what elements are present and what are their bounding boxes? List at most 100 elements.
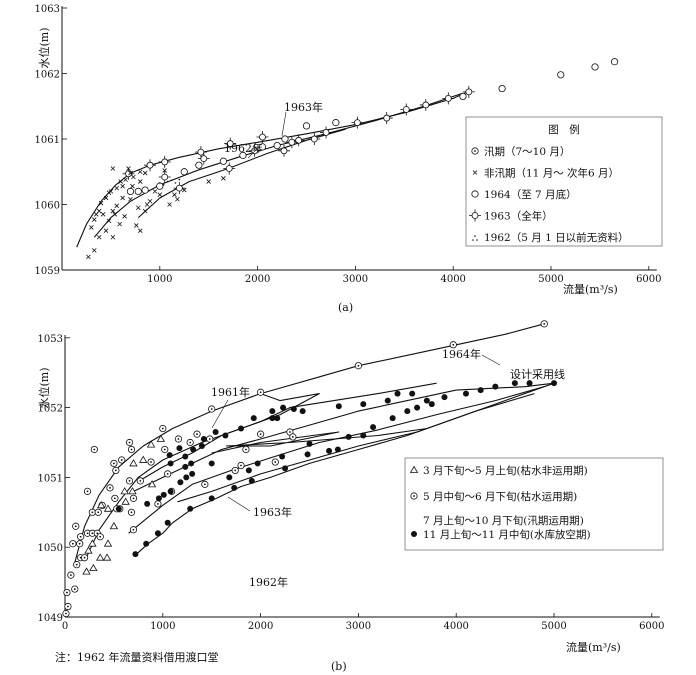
annotation-leader xyxy=(211,399,229,429)
diamond-center xyxy=(200,155,208,163)
triangle-marker xyxy=(96,553,105,561)
y-tick-label: 1050 xyxy=(38,543,63,554)
legend-entry-label: 1964（至 7 月底） xyxy=(484,188,577,201)
circle-dot-marker xyxy=(136,477,144,485)
diamond-center xyxy=(161,173,169,181)
filled-dot-marker xyxy=(166,452,173,459)
circle-dot-center xyxy=(259,391,262,394)
legend-box xyxy=(465,116,663,247)
triangle-marker xyxy=(129,459,138,467)
filled-dot-marker xyxy=(208,495,215,502)
rating-curve-middle xyxy=(93,92,464,238)
panel-b-axes: 0 1000 2000 3000 4000 5000 6000 1049 1050 1051 105… xyxy=(38,320,665,632)
filled-dot-marker xyxy=(299,408,306,415)
dot-marker xyxy=(159,182,161,184)
diamond-cross-marker xyxy=(158,170,171,183)
cross-marker xyxy=(137,179,143,184)
cross-marker xyxy=(86,254,91,260)
circle-dot-marker xyxy=(127,445,136,454)
annotation-leader xyxy=(481,354,501,366)
circle-dot-marker xyxy=(161,445,169,454)
panel-b-label: (b) xyxy=(331,660,347,673)
triangle-marker xyxy=(128,487,137,495)
x-tick-label: 2000 xyxy=(245,274,270,285)
cross-marker xyxy=(128,170,133,176)
circle-dot-marker xyxy=(125,438,134,447)
panel-a: 1000 2000 3000 4000 5000 6000 1059 1060 1061 1062… xyxy=(35,4,663,314)
triangle-marker xyxy=(121,497,130,505)
cross-marker xyxy=(152,189,158,194)
dot-marker xyxy=(472,239,474,241)
triangle-marker xyxy=(139,455,148,463)
y-tick-label: 1062 xyxy=(35,70,60,81)
cross-marker xyxy=(117,221,122,227)
filled-dot-marker xyxy=(409,390,416,397)
cross-marker xyxy=(123,177,128,182)
filled-dot-marker xyxy=(176,445,183,452)
x-tick-label: 2000 xyxy=(248,621,273,632)
rating-curve-upper xyxy=(76,91,469,248)
circle-marker xyxy=(332,119,340,127)
series-非汛期 xyxy=(86,166,226,260)
filled-dot-marker xyxy=(492,383,499,390)
panel-a-legend: 图 例 汛期（7～10 月） 非汛期（11 月～ 次年6 月） 1964（至 7 月… xyxy=(465,116,663,247)
legend-entry-label: 非汛期（11 月～ 次年6 月） xyxy=(484,167,619,180)
circle-dot-center xyxy=(208,438,211,440)
triangle-marker xyxy=(84,546,93,554)
filled-dot-marker xyxy=(132,551,139,558)
circle-marker xyxy=(471,190,479,198)
cross-marker xyxy=(137,228,143,233)
diamond-cross-marker xyxy=(380,112,393,125)
filled-dot-marker xyxy=(326,447,333,454)
diamond-center xyxy=(197,148,205,156)
circle-dot-center xyxy=(274,461,277,463)
cross-marker xyxy=(118,179,123,184)
circle-dot-marker xyxy=(231,466,239,475)
cross-marker xyxy=(110,208,116,214)
circle-dot-center xyxy=(289,431,291,433)
cross-marker xyxy=(91,217,97,222)
dot-marker xyxy=(474,235,476,237)
filled-dot-marker xyxy=(155,495,162,502)
diamond-center xyxy=(444,94,452,102)
circle-dot-marker xyxy=(201,480,209,488)
diamond-cross-marker xyxy=(144,159,157,172)
cross-marker xyxy=(162,168,167,173)
triangle-marker xyxy=(103,539,113,547)
annotation-1964: 1964年 xyxy=(442,347,481,361)
annotation-1963: 1963年 xyxy=(284,100,323,114)
circle-dot-marker xyxy=(271,458,279,466)
diamond-cross-marker xyxy=(442,92,455,105)
rating-curve-1961 xyxy=(84,393,320,562)
x-tick-label: 6000 xyxy=(639,621,664,632)
cross-marker xyxy=(122,214,127,219)
cross-marker xyxy=(110,234,116,240)
triangle-marker xyxy=(102,553,112,561)
dot-marker xyxy=(178,178,181,181)
circle-dot-center xyxy=(96,532,99,535)
circle-dot-center xyxy=(157,503,159,505)
diamond-cross-marker xyxy=(173,182,186,195)
y-tick-label: 1051 xyxy=(38,473,63,484)
circle-dot-center xyxy=(245,448,247,451)
cross-marker xyxy=(100,212,106,217)
circle-dot-marker xyxy=(96,533,104,541)
x-tick-label: 5000 xyxy=(538,274,563,285)
circle-marker xyxy=(156,182,164,190)
circle-dot-marker xyxy=(289,433,297,441)
diamond-cross-marker xyxy=(223,162,236,175)
legend-title: 图 例 xyxy=(548,123,580,136)
diamond-cross-marker xyxy=(400,103,413,116)
cross-marker xyxy=(167,202,172,207)
circle-dot-marker xyxy=(164,470,172,478)
annotation-1963: 1963年 xyxy=(253,505,292,519)
filled-dot-marker xyxy=(551,380,557,387)
panel-a-xlabel: 流量(m³/s) xyxy=(563,282,618,296)
diamond-center xyxy=(226,140,234,147)
circle-dot-center xyxy=(177,438,180,440)
circle-dot-marker xyxy=(90,445,98,454)
circle-dot-marker xyxy=(80,554,89,562)
filled-dot-marker xyxy=(183,474,190,481)
diamond-center xyxy=(161,158,169,166)
diamond-cross-marker xyxy=(278,144,291,157)
